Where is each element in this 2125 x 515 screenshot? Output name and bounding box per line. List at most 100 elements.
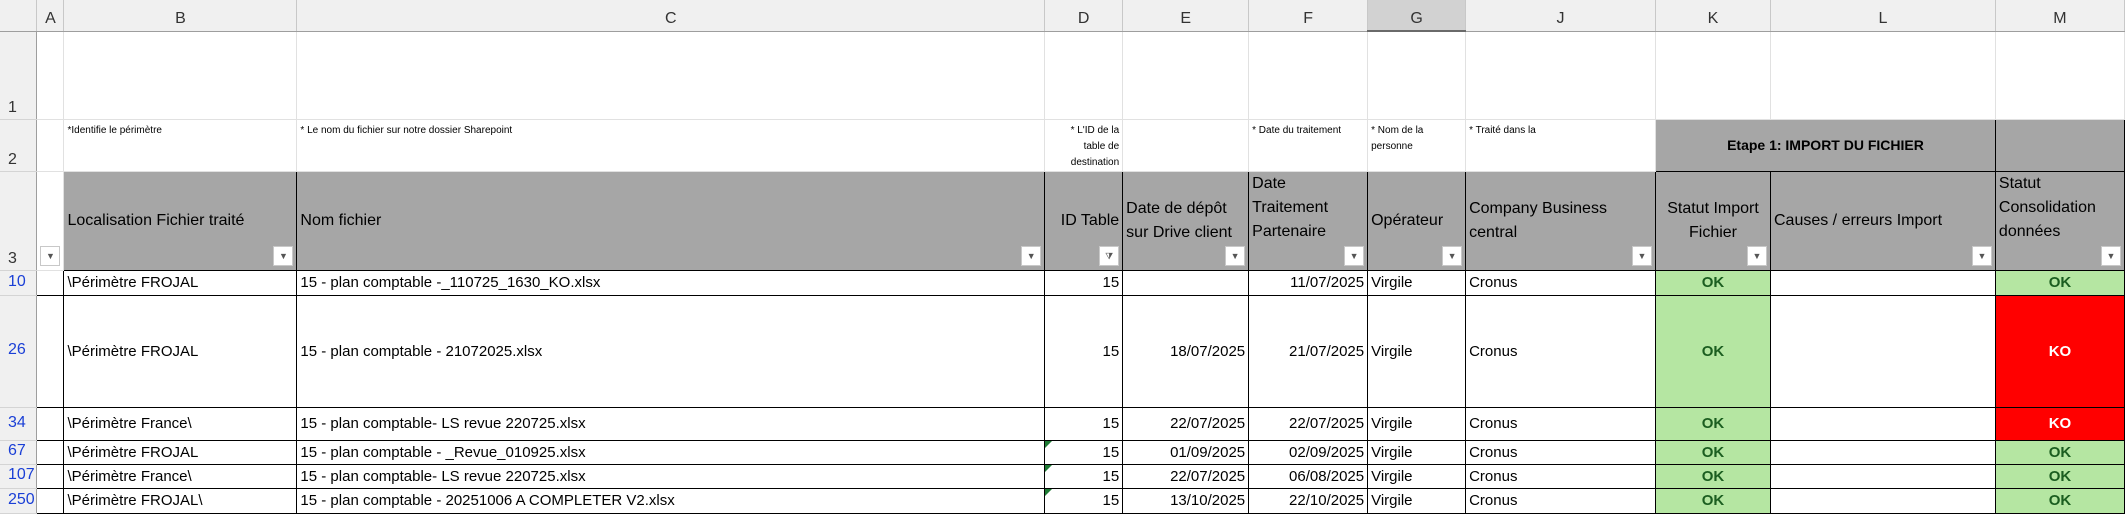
cell-company[interactable]: Cronus [1465, 295, 1657, 408]
cell[interactable] [1995, 31, 2125, 120]
cell-date-traitement[interactable]: 11/07/2025 [1248, 270, 1369, 296]
cell-date-depot[interactable]: 22/07/2025 [1122, 407, 1250, 441]
cell-operateur[interactable]: Virgile [1367, 440, 1467, 465]
cell-statut-import[interactable]: OK [1655, 270, 1771, 296]
cell[interactable] [1122, 31, 1250, 120]
filter-dropdown-icon[interactable]: ▼ [2101, 245, 2121, 266]
cell-id-table[interactable]: 15 [1044, 440, 1124, 465]
cell-localisation[interactable]: \Périmètre FROJAL\ [63, 488, 298, 514]
cell-statut-conso[interactable]: OK [1995, 464, 2125, 489]
cell-company[interactable]: Cronus [1465, 407, 1657, 441]
header-id-table[interactable]: ID Table ⧩ [1044, 170, 1124, 271]
cell[interactable] [1122, 119, 1250, 172]
cell-company[interactable]: Cronus [1465, 440, 1657, 465]
cell-statut-conso[interactable]: OK [1995, 270, 2125, 296]
column-header-j[interactable]: J [1465, 0, 1657, 32]
cell-nom-fichier[interactable]: 15 - plan comptable -_110725_1630_KO.xls… [296, 270, 1046, 296]
header-date-traitement[interactable]: Date Traitement Partenaire ▼ [1248, 170, 1369, 271]
cell-date-traitement[interactable]: 02/09/2025 [1248, 440, 1369, 465]
cell[interactable] [1044, 31, 1124, 120]
cell-statut-conso[interactable]: OK [1995, 440, 2125, 465]
cell[interactable] [63, 31, 298, 120]
filter-dropdown-icon[interactable]: ▼ [1971, 245, 1992, 266]
cell-date-depot[interactable]: 01/09/2025 [1122, 440, 1250, 465]
cell-statut-import[interactable]: OK [1655, 464, 1771, 489]
filter-dropdown-icon[interactable]: ▼ [1344, 245, 1365, 266]
cell-company[interactable]: Cronus [1465, 488, 1657, 514]
header-statut-import[interactable]: Statut Import Fichier ▼ [1655, 170, 1771, 271]
row-header[interactable]: 34 [0, 407, 38, 441]
cell-a[interactable] [36, 488, 65, 514]
note-g[interactable]: * Nom de la personne [1367, 119, 1467, 172]
cell-id-table[interactable]: 15 [1044, 464, 1124, 489]
column-header-a[interactable]: A [36, 0, 65, 32]
cell-nom-fichier[interactable]: 15 - plan comptable- LS revue 220725.xls… [296, 407, 1046, 441]
cell-a[interactable] [36, 464, 65, 489]
cell-a[interactable] [36, 440, 65, 465]
filter-dropdown-icon[interactable]: ▼ [1632, 245, 1653, 266]
cell-causes[interactable] [1770, 270, 1996, 296]
column-header-f[interactable]: F [1248, 0, 1369, 32]
cell-causes[interactable] [1770, 464, 1996, 489]
header-operateur[interactable]: Opérateur ▼ [1367, 170, 1467, 271]
cell-date-depot[interactable]: 13/10/2025 [1122, 488, 1250, 514]
cell-statut-import[interactable]: OK [1655, 295, 1771, 408]
filter-dropdown-icon[interactable]: ▼ [1746, 245, 1767, 266]
cell-operateur[interactable]: Virgile [1367, 295, 1467, 408]
column-header-b[interactable]: B [63, 0, 298, 32]
cell-nom-fichier[interactable]: 15 - plan comptable- LS revue 220725.xls… [296, 464, 1046, 489]
row-header[interactable]: 107 [0, 464, 38, 489]
error-indicator-icon[interactable] [1045, 488, 1053, 496]
cell-a3[interactable]: ▼ [36, 171, 65, 271]
cell-date-traitement[interactable]: 22/10/2025 [1248, 488, 1369, 514]
row-header[interactable]: 67 [0, 440, 38, 465]
cell[interactable] [1655, 31, 1771, 120]
cell[interactable] [1367, 31, 1467, 120]
cell-nom-fichier[interactable]: 15 - plan comptable - _Revue_010925.xlsx [296, 440, 1046, 465]
cell-id-table[interactable]: 15 [1044, 488, 1124, 514]
note-c[interactable]: * Le nom du fichier sur notre dossier Sh… [296, 119, 1046, 172]
cell-operateur[interactable]: Virgile [1367, 270, 1467, 296]
cell-localisation[interactable]: \Périmètre FROJAL [63, 270, 298, 296]
cell-date-depot[interactable] [1122, 270, 1250, 296]
row-header[interactable]: 1 [0, 31, 38, 120]
cell-a[interactable] [36, 295, 65, 408]
cell-statut-conso[interactable]: KO [1995, 407, 2125, 441]
filter-dropdown-icon[interactable]: ▼ [40, 245, 61, 266]
cell-operateur[interactable]: Virgile [1367, 464, 1467, 489]
cell-statut-import[interactable]: OK [1655, 407, 1771, 441]
cell-date-depot[interactable]: 18/07/2025 [1122, 295, 1250, 408]
cell[interactable] [1465, 31, 1657, 120]
header-date-depot[interactable]: Date de dépôt sur Drive client ▼ [1122, 170, 1250, 271]
cell-statut-import[interactable]: OK [1655, 440, 1771, 465]
cell-localisation[interactable]: \Périmètre FROJAL [63, 295, 298, 408]
column-header-e[interactable]: E [1122, 0, 1250, 32]
select-all-corner[interactable] [0, 0, 38, 32]
cell-causes[interactable] [1770, 407, 1996, 441]
cell-localisation[interactable]: \Périmètre France\ [63, 464, 298, 489]
note-d[interactable]: * L'ID de la table de destination [1044, 119, 1124, 172]
filter-active-icon[interactable]: ⧩ [1099, 245, 1120, 266]
cell-date-traitement[interactable]: 06/08/2025 [1248, 464, 1369, 489]
row-header[interactable]: 10 [0, 270, 38, 296]
cell-operateur[interactable]: Virgile [1367, 407, 1467, 441]
cell-statut-conso[interactable]: KO [1995, 295, 2125, 408]
header-statut-conso[interactable]: Statut Consolidation données ▼ [1994, 170, 2125, 271]
filter-dropdown-icon[interactable]: ▼ [1021, 245, 1042, 266]
cell-causes[interactable] [1770, 295, 1996, 408]
cell-localisation[interactable]: \Périmètre FROJAL [63, 440, 298, 465]
cell-causes[interactable] [1770, 440, 1996, 465]
section-title[interactable]: Etape 1: IMPORT DU FICHIER [1655, 118, 1996, 172]
cell-a[interactable] [36, 270, 65, 296]
cell-statut-conso[interactable]: OK [1995, 488, 2125, 514]
cell-nom-fichier[interactable]: 15 - plan comptable - 21072025.xlsx [296, 295, 1046, 408]
error-indicator-icon[interactable] [1045, 440, 1053, 448]
header-localisation[interactable]: Localisation Fichier traité ▼ [63, 170, 298, 271]
cell-company[interactable]: Cronus [1465, 464, 1657, 489]
cell-statut-import[interactable]: OK [1655, 488, 1771, 514]
cell-nom-fichier[interactable]: 15 - plan comptable - 20251006 A COMPLET… [296, 488, 1046, 514]
note-j[interactable]: * Traité dans la [1465, 119, 1657, 172]
error-indicator-icon[interactable] [1045, 464, 1053, 472]
cell-date-traitement[interactable]: 21/07/2025 [1248, 295, 1369, 408]
column-header-m[interactable]: M [1995, 0, 2125, 32]
